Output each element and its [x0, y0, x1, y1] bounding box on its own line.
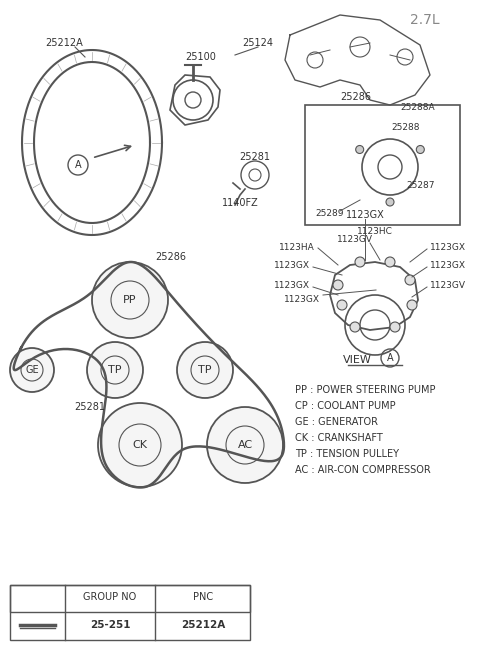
- Text: 25289: 25289: [315, 208, 344, 217]
- Text: TP: TP: [198, 365, 212, 375]
- Circle shape: [407, 300, 417, 310]
- Circle shape: [416, 145, 424, 153]
- Text: TP : TENSION PULLEY: TP : TENSION PULLEY: [295, 449, 399, 459]
- Text: AC : AIR-CON COMPRESSOR: AC : AIR-CON COMPRESSOR: [295, 465, 431, 475]
- Text: GE : GENERATOR: GE : GENERATOR: [295, 417, 378, 427]
- Circle shape: [207, 407, 283, 483]
- Circle shape: [92, 262, 168, 338]
- Text: 1123GX: 1123GX: [430, 261, 466, 269]
- Text: 25281: 25281: [240, 152, 271, 162]
- Circle shape: [350, 322, 360, 332]
- Circle shape: [386, 198, 394, 206]
- Circle shape: [98, 403, 182, 487]
- Text: 1123GX: 1123GX: [274, 280, 310, 290]
- Circle shape: [390, 322, 400, 332]
- Circle shape: [355, 257, 365, 267]
- Text: 2.7L: 2.7L: [410, 13, 440, 27]
- Text: PP : POWER STEERING PUMP: PP : POWER STEERING PUMP: [295, 385, 435, 395]
- Text: 1123GV: 1123GV: [430, 280, 466, 290]
- Text: 1123GX: 1123GX: [274, 261, 310, 269]
- Text: A: A: [387, 353, 393, 363]
- Text: 1123GX: 1123GX: [284, 295, 320, 305]
- Text: CP : COOLANT PUMP: CP : COOLANT PUMP: [295, 401, 396, 411]
- Text: VIEW: VIEW: [343, 355, 372, 365]
- Text: TP: TP: [108, 365, 122, 375]
- Circle shape: [405, 275, 415, 285]
- Text: A: A: [75, 160, 81, 170]
- Text: 1123HA: 1123HA: [279, 242, 315, 252]
- Text: 25286: 25286: [155, 252, 186, 262]
- Circle shape: [337, 300, 347, 310]
- Text: PP: PP: [123, 295, 137, 305]
- Text: CK: CK: [132, 440, 147, 450]
- Text: GROUP NO: GROUP NO: [84, 592, 137, 602]
- Bar: [10, 585, 250, 640]
- Bar: [10, 585, 250, 612]
- Text: 1123GX: 1123GX: [430, 242, 466, 252]
- Bar: [305, 105, 460, 225]
- Text: 25288: 25288: [392, 124, 420, 132]
- Circle shape: [177, 342, 233, 398]
- Text: 25-251: 25-251: [90, 620, 130, 630]
- Text: 25281: 25281: [74, 402, 105, 412]
- Text: 25212A: 25212A: [45, 38, 83, 48]
- Circle shape: [87, 342, 143, 398]
- Text: 25100: 25100: [185, 52, 216, 62]
- Circle shape: [10, 348, 54, 392]
- Circle shape: [333, 280, 343, 290]
- Text: 25286: 25286: [340, 92, 371, 102]
- Text: 25288A: 25288A: [400, 102, 435, 111]
- Circle shape: [356, 145, 364, 153]
- Text: 25124: 25124: [242, 38, 274, 48]
- Text: 1123GX: 1123GX: [346, 210, 384, 220]
- Text: PNC: PNC: [193, 592, 213, 602]
- Text: 25287: 25287: [407, 181, 435, 189]
- Text: GE: GE: [25, 365, 39, 375]
- Text: 1123GV: 1123GV: [337, 236, 373, 244]
- Text: AC: AC: [238, 440, 252, 450]
- Text: 1123HC: 1123HC: [357, 227, 393, 236]
- Text: 1140FZ: 1140FZ: [222, 198, 258, 208]
- Text: 25212A: 25212A: [181, 620, 225, 630]
- Text: CK : CRANKSHAFT: CK : CRANKSHAFT: [295, 433, 383, 443]
- Circle shape: [385, 257, 395, 267]
